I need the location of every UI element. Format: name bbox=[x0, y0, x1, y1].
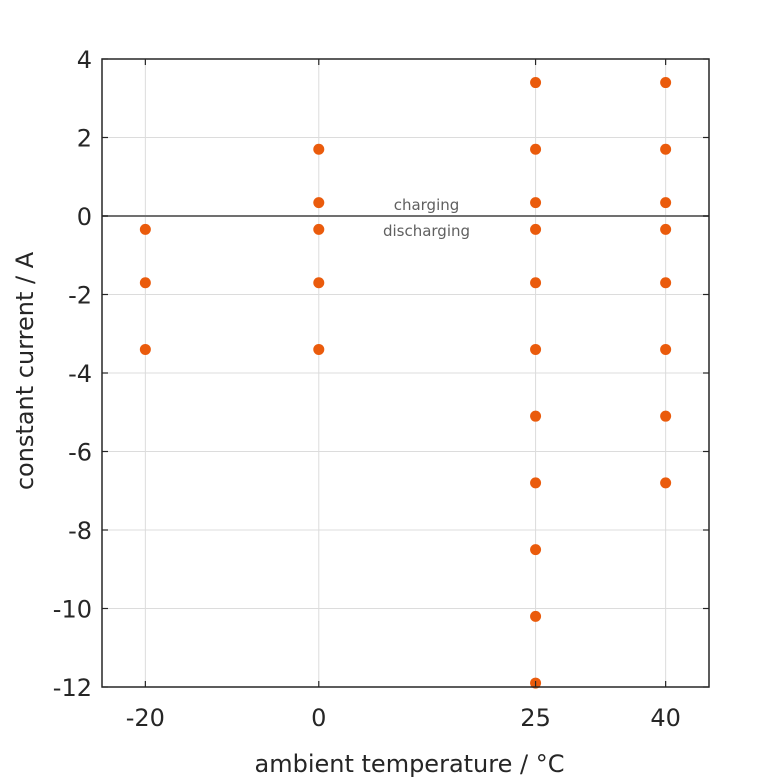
y-tick-label: 2 bbox=[77, 125, 92, 153]
data-point bbox=[313, 277, 325, 289]
data-point bbox=[530, 223, 542, 235]
x-tick-labels: -20 0 25 40 bbox=[126, 704, 681, 732]
y-tick-label: 0 bbox=[77, 203, 92, 231]
data-point bbox=[660, 477, 672, 489]
data-point bbox=[313, 143, 325, 155]
data-point bbox=[660, 410, 672, 422]
data-point bbox=[530, 544, 542, 556]
data-points bbox=[139, 77, 672, 689]
data-point bbox=[139, 223, 151, 235]
data-point bbox=[530, 277, 542, 289]
x-tick-label: -20 bbox=[126, 704, 165, 732]
data-point bbox=[313, 343, 325, 355]
data-point bbox=[660, 77, 672, 89]
grid bbox=[102, 58, 709, 688]
data-point bbox=[530, 77, 542, 89]
data-point bbox=[660, 223, 672, 235]
y-tick-labels: -12 -10 -8 -6 -4 -2 0 2 4 bbox=[53, 46, 92, 702]
data-point bbox=[660, 197, 672, 209]
data-point bbox=[530, 197, 542, 209]
data-point bbox=[660, 277, 672, 289]
data-point bbox=[530, 477, 542, 489]
data-point bbox=[530, 343, 542, 355]
annotation-discharging: discharging bbox=[383, 222, 470, 240]
data-point bbox=[530, 410, 542, 422]
y-tick-label: -4 bbox=[68, 360, 92, 388]
x-tick-label: 40 bbox=[650, 704, 681, 732]
data-point bbox=[660, 143, 672, 155]
data-point bbox=[660, 343, 672, 355]
annotation-charging: charging bbox=[394, 196, 460, 214]
y-tick-label: -8 bbox=[68, 517, 92, 545]
data-point bbox=[139, 343, 151, 355]
data-point bbox=[313, 197, 325, 209]
x-axis-label: ambient temperature / °C bbox=[255, 750, 565, 778]
x-tick-label: 0 bbox=[311, 704, 326, 732]
y-tick-label: -10 bbox=[53, 596, 92, 624]
y-tick-label: 4 bbox=[77, 46, 92, 74]
y-tick-label: -12 bbox=[53, 674, 92, 702]
data-point bbox=[139, 277, 151, 289]
y-tick-label: -6 bbox=[68, 439, 92, 467]
tick-marks bbox=[102, 58, 709, 688]
annotations: charging discharging bbox=[383, 196, 470, 240]
y-tick-label: -2 bbox=[68, 282, 92, 310]
x-tick-label: 25 bbox=[520, 704, 551, 732]
data-point bbox=[530, 143, 542, 155]
data-point bbox=[313, 223, 325, 235]
y-axis-label: constant current / A bbox=[11, 251, 39, 490]
data-point bbox=[530, 610, 542, 622]
